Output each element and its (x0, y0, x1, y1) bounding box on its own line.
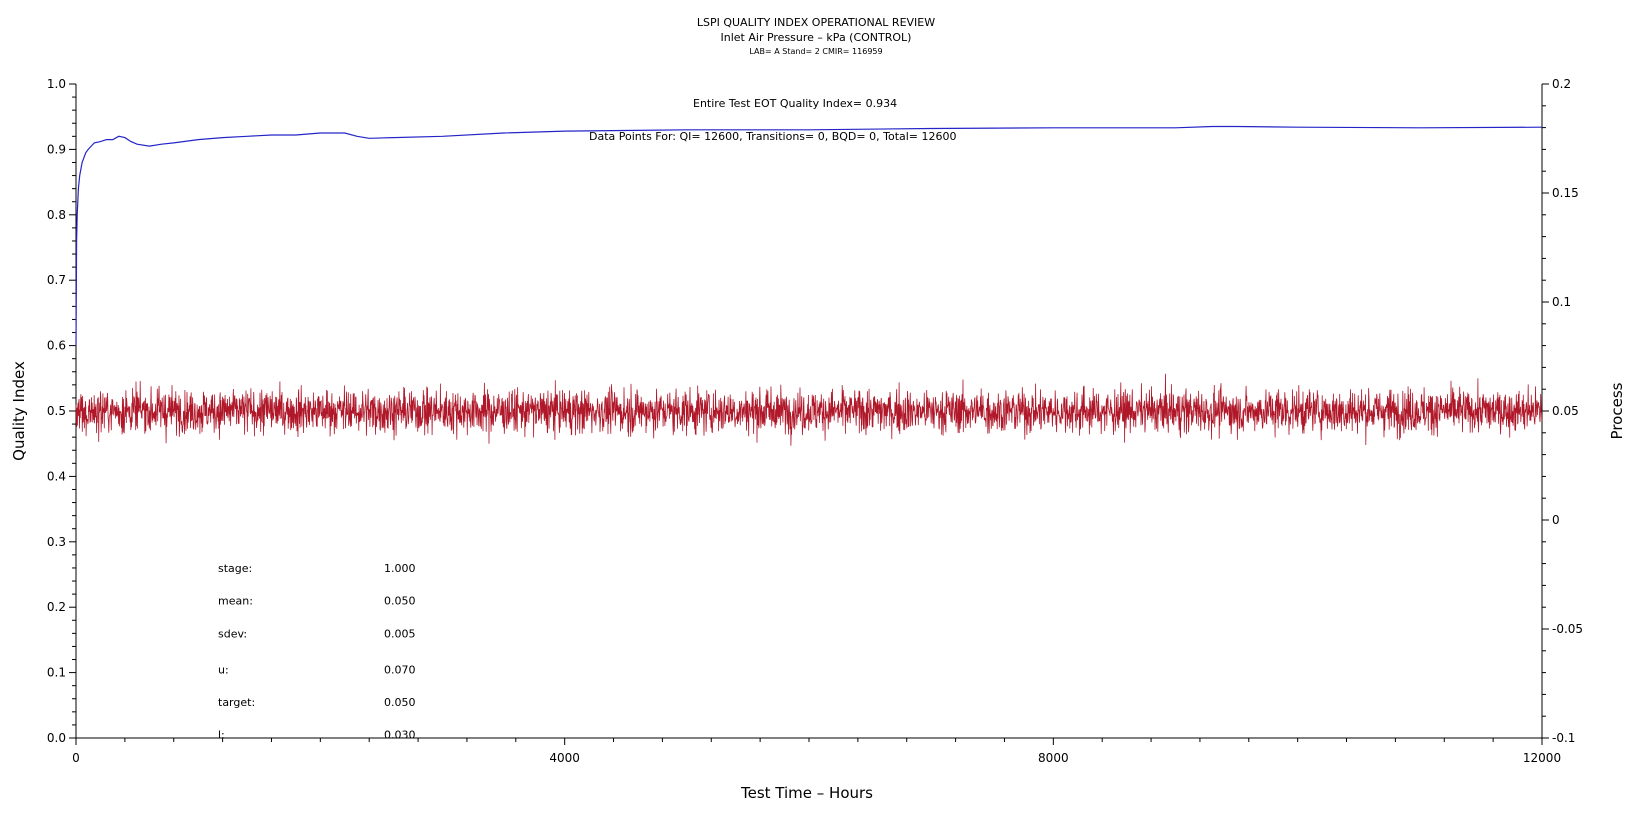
y2-tick-label: 0.05 (1552, 404, 1579, 418)
x-tick-label: 0 (72, 751, 80, 765)
chart-title: LSPI QUALITY INDEX OPERATIONAL REVIEW (697, 16, 935, 29)
y2-tick-label: -0.05 (1552, 622, 1583, 636)
plot-area (75, 125, 1543, 446)
stat-label: u: (218, 663, 229, 676)
y2-axis-label: Process (1608, 382, 1626, 439)
chart-subtitle: Inlet Air Pressure – kPa (CONTROL) (721, 31, 912, 44)
y-tick-label: 0.5 (47, 404, 66, 418)
y-tick-label: 1.0 (47, 77, 66, 91)
x-tick-label: 12000 (1523, 751, 1561, 765)
stat-value: 0.030 (384, 729, 416, 742)
y2-tick-label: 0.1 (1552, 295, 1571, 309)
stat-label: sdev: (218, 627, 247, 640)
stat-value: 0.050 (384, 595, 416, 608)
stat-value: 0.070 (384, 663, 416, 676)
stats-block: stage: 1.000 mean: 0.050 sdev: 0.005 u: 0.070 ta… (218, 562, 416, 742)
data-points-annotation: Data Points For: QI= 12600, Transitions=… (589, 130, 957, 143)
stat-label: stage: (218, 562, 252, 575)
y-tick-label: 0.7 (47, 273, 66, 287)
axes: 0.0 0.1 0.2 0.3 0.4 0.5 0.6 0.7 0.8 0.9 1.0 -0.1 -0.… (47, 77, 1583, 765)
y-tick-label: 0.3 (47, 535, 66, 549)
quality-index-line (75, 125, 1543, 346)
y-tick-label: 0.6 (47, 339, 66, 353)
eot-annotation: Entire Test EOT Quality Index= 0.934 (693, 97, 897, 110)
y-tick-label: 0.0 (47, 731, 66, 745)
y-tick-label: 0.1 (47, 666, 66, 680)
x-tick-label: 4000 (549, 751, 580, 765)
stat-label: mean: (218, 595, 253, 608)
y2-tick-label: -0.1 (1552, 731, 1575, 745)
y-tick-label: 0.2 (47, 600, 66, 614)
stat-label: target: (218, 696, 255, 709)
chart-subsubtitle: LAB= A Stand= 2 CMIR= 116959 (749, 47, 882, 56)
y-tick-label: 0.8 (47, 208, 66, 222)
y2-tick-label: 0 (1552, 513, 1560, 527)
x-axis-label: Test Time – Hours (740, 784, 873, 802)
stat-value: 1.000 (384, 562, 416, 575)
y2-tick-label: 0.15 (1552, 186, 1579, 200)
x-tick-label: 8000 (1038, 751, 1069, 765)
stat-label: l: (218, 729, 225, 742)
y-axis-label: Quality Index (10, 361, 28, 461)
y-tick-label: 0.9 (47, 142, 66, 156)
y-tick-label: 0.4 (47, 469, 66, 483)
stat-value: 0.050 (384, 696, 416, 709)
process-line (75, 373, 1543, 446)
y2-tick-label: 0.2 (1552, 77, 1571, 91)
stat-value: 0.005 (384, 627, 416, 640)
